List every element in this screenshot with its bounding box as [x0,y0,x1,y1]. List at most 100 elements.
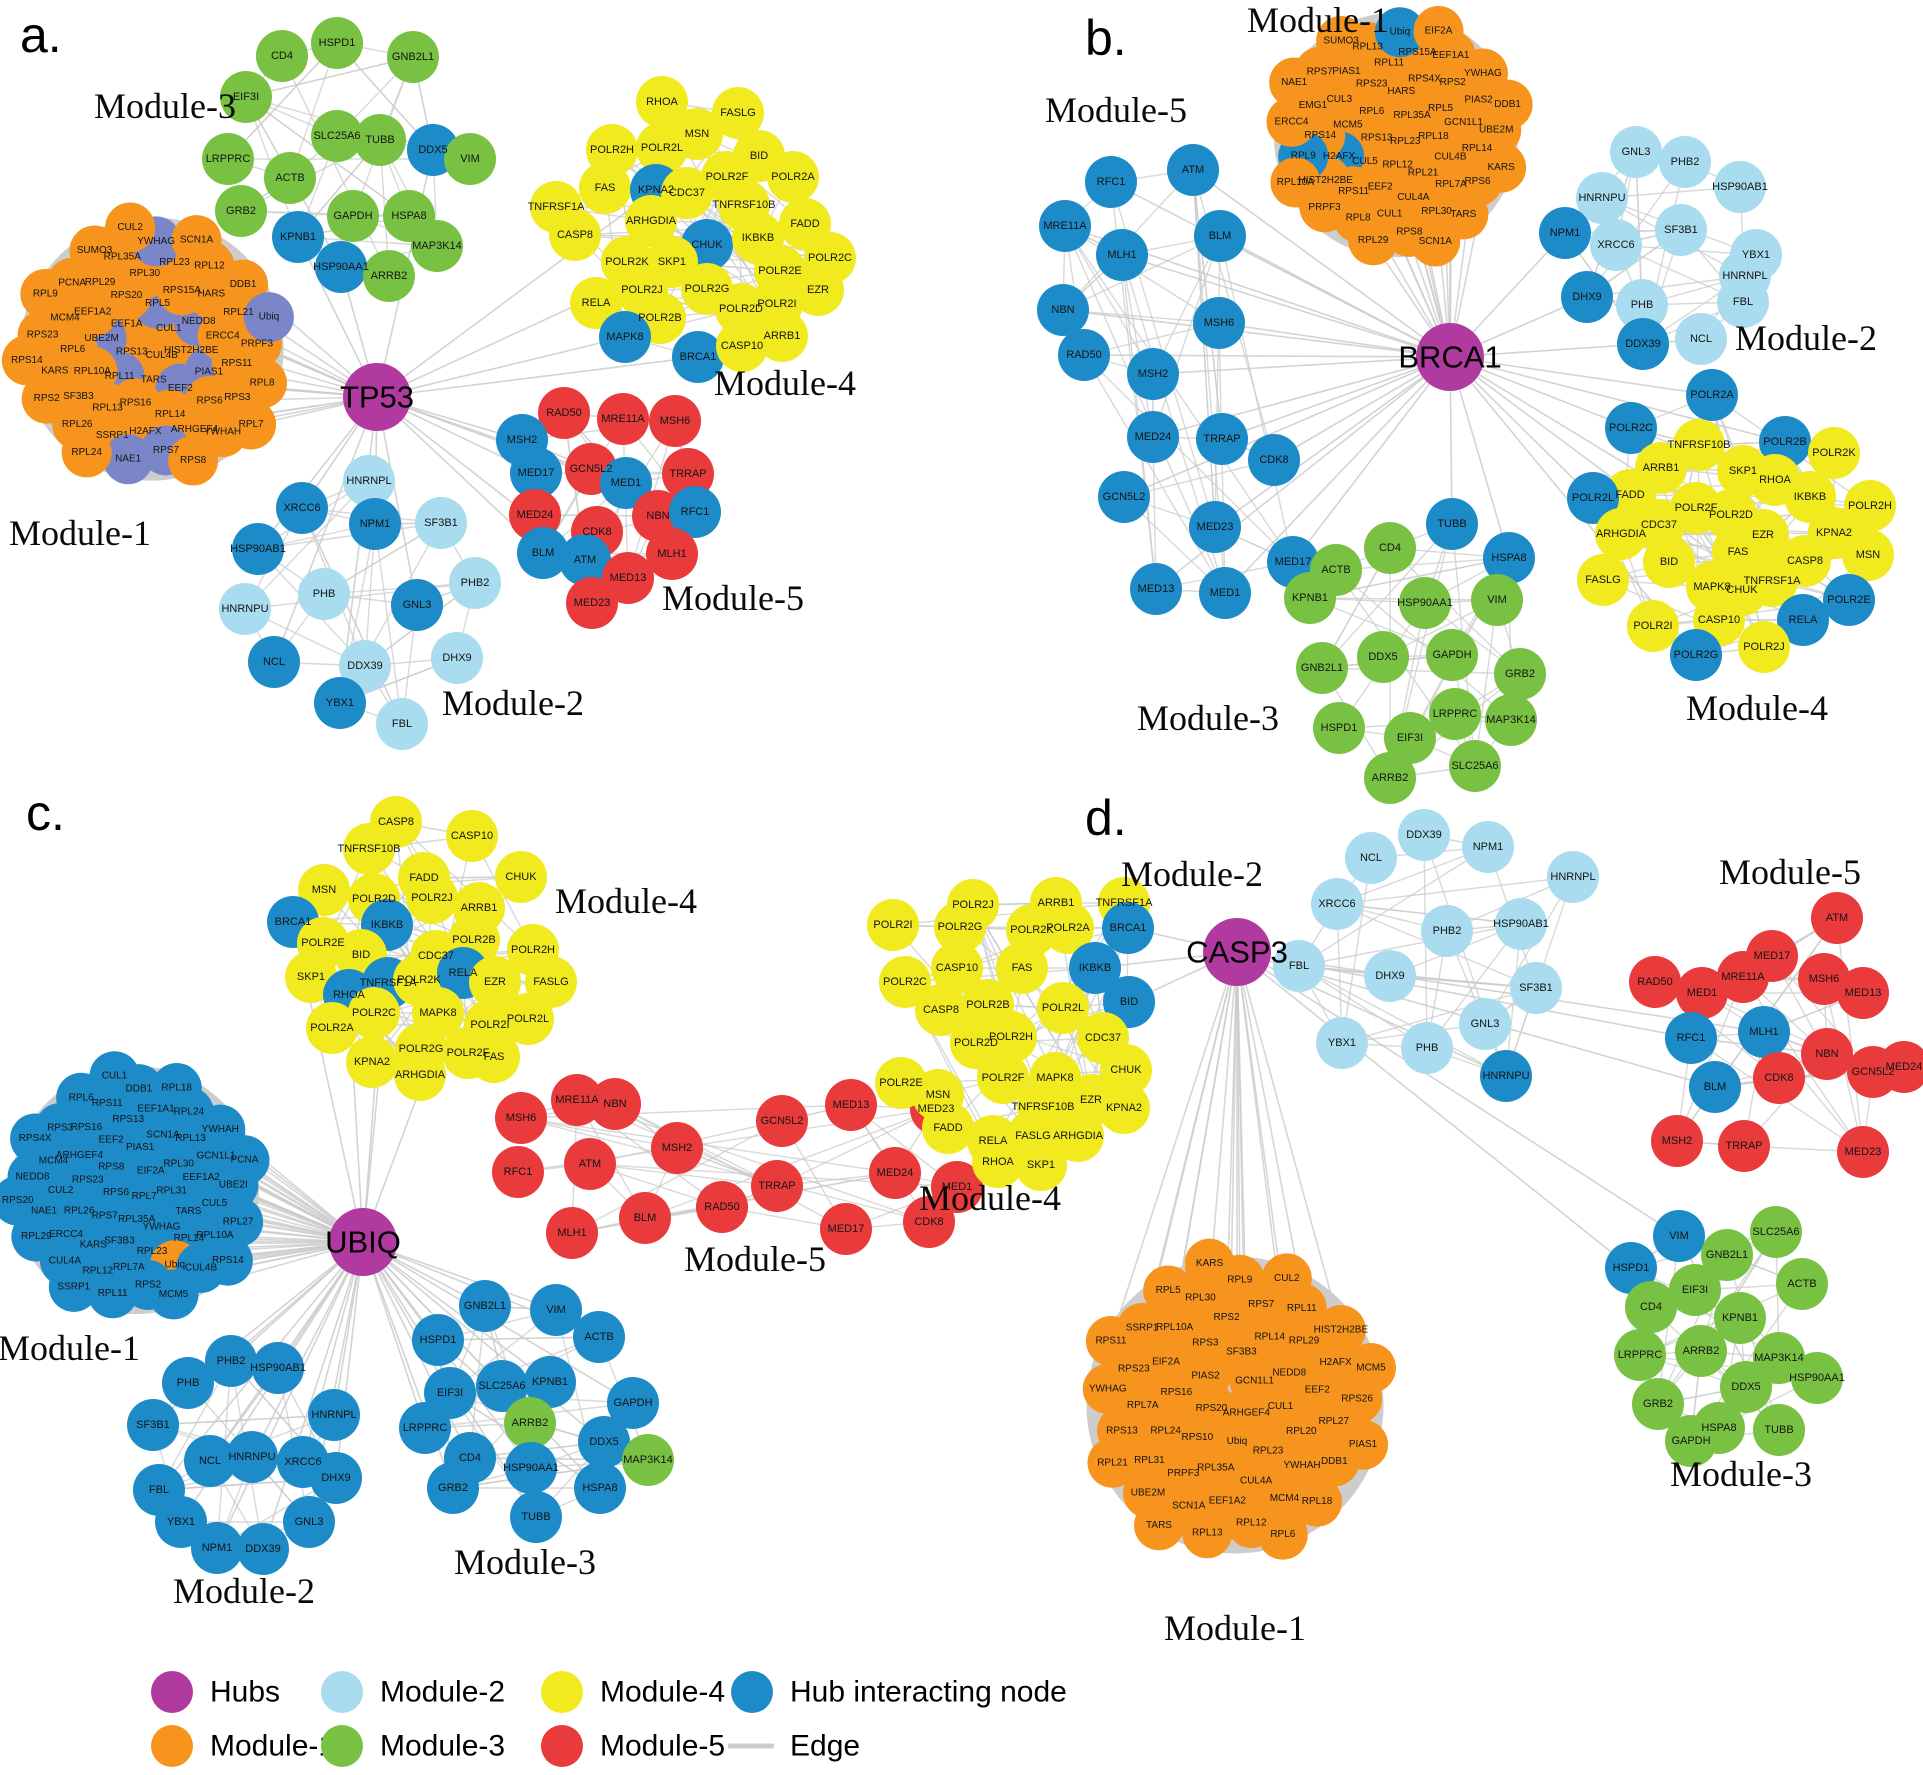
node-RPL18[interactable] [151,1063,202,1114]
node-DHX9[interactable] [1364,950,1416,1002]
node-HSP90AA1[interactable] [315,241,367,293]
node-FAS[interactable] [579,162,631,214]
node-IKBKB[interactable] [1069,942,1121,994]
node-KPNB1[interactable] [524,1356,576,1408]
node-CD4[interactable] [1625,1281,1677,1333]
node-POLR2L[interactable] [1037,982,1089,1034]
node-DDB1[interactable] [1482,79,1533,130]
node-MED17[interactable] [510,447,562,499]
node-EIF3I[interactable] [1669,1264,1721,1316]
node-BLM[interactable] [619,1192,671,1244]
node-HNRNPL[interactable] [1547,851,1599,903]
node-GNL3[interactable] [391,579,443,631]
node-RPS8[interactable] [168,435,219,486]
node-FASLG[interactable] [1577,554,1629,606]
node-TNFRSF10B[interactable] [1673,419,1725,471]
node-LRPPRC[interactable] [202,133,254,185]
node-NPM1[interactable] [1539,207,1591,259]
node-POLR2E[interactable] [1823,574,1875,626]
node-PIAS1[interactable] [1338,1419,1389,1470]
node-CDK8[interactable] [903,1196,955,1248]
node-YBX1[interactable] [155,1496,207,1548]
node-PHB2[interactable] [1659,136,1711,188]
node-TRRAP[interactable] [1718,1120,1770,1172]
node-MLH1[interactable] [546,1207,598,1259]
node-SLC25A6[interactable] [311,110,363,162]
node-GRB2[interactable] [215,185,267,237]
node-VIM[interactable] [530,1284,582,1336]
node-SCN1A[interactable] [1410,216,1461,267]
node-XRCC6[interactable] [276,482,328,534]
node-SSRP1[interactable] [48,1261,99,1312]
node-RPL10A[interactable] [1270,157,1321,208]
node-MSH2[interactable] [651,1122,703,1174]
node-ARRB1[interactable] [756,310,808,362]
node-MSH2[interactable] [1651,1115,1703,1167]
node-MSH6[interactable] [649,395,701,447]
node-HSP90AA1[interactable] [1399,577,1451,629]
node-MED24[interactable] [1127,411,1179,463]
node-SUMO3[interactable] [1316,15,1367,66]
node-TNFRSF1A[interactable] [1746,555,1798,607]
node-EZR[interactable] [792,264,844,316]
node-BRCA1[interactable] [672,331,724,383]
node-MED1[interactable] [1199,567,1251,619]
node-GNB2L1[interactable] [1296,642,1348,694]
node-DDX5[interactable] [578,1416,630,1468]
node-MAP3K14[interactable] [411,220,463,272]
node-RPL24[interactable] [61,427,112,478]
node-GAPDH[interactable] [327,190,379,242]
node-ATM[interactable] [559,534,611,586]
node-RPL5[interactable] [1143,1265,1194,1316]
node-ARRB2[interactable] [363,250,415,302]
node-RPL18[interactable] [1292,1476,1343,1527]
node-GAPDH[interactable] [1665,1415,1717,1467]
node-KARS[interactable] [1476,142,1527,193]
node-BLM[interactable] [1194,210,1246,262]
node-HNRNPU[interactable] [1576,172,1628,224]
node-RHOA[interactable] [636,76,688,128]
node-NCL[interactable] [248,636,300,688]
node-VIM[interactable] [1471,574,1523,626]
node-NBN[interactable] [589,1078,641,1130]
node-MED13[interactable] [1837,967,1889,1019]
node-MSH6[interactable] [1798,953,1850,1005]
node-MED24[interactable] [1878,1041,1923,1093]
node-DDX39[interactable] [1617,318,1669,370]
node-NPM1[interactable] [191,1522,243,1574]
node-PHB2[interactable] [449,557,501,609]
node-DHX9[interactable] [431,632,483,684]
node-CASP10[interactable] [931,942,983,994]
node-GNB2L1[interactable] [387,31,439,83]
node-DDX39[interactable] [339,640,391,692]
node-ARRB2[interactable] [1364,752,1416,804]
node-LRPPRC[interactable] [1429,688,1481,740]
node-POLR2D[interactable] [950,1017,1002,1069]
node-RPS20[interactable] [0,1175,43,1226]
node-ATM[interactable] [1167,144,1219,196]
node-HNRNPL[interactable] [343,455,395,507]
node-KPNA2[interactable] [1098,1082,1150,1134]
node-FBL[interactable] [1717,276,1769,328]
node-MRE11A[interactable] [597,393,649,445]
node-PHB[interactable] [298,568,350,620]
node-CD4[interactable] [1364,522,1416,574]
node-MED1[interactable] [600,457,652,509]
node-RFC1[interactable] [1085,156,1137,208]
node-POLR2D[interactable] [715,283,767,335]
hub-node-TP53[interactable] [343,363,411,431]
hub-node-UBIQ[interactable] [329,1208,397,1276]
node-CASP8[interactable] [549,209,601,261]
node-PHB[interactable] [1401,1022,1453,1074]
node-GNL3[interactable] [1610,126,1662,178]
node-FAS[interactable] [996,942,1048,994]
node-VIM[interactable] [1653,1210,1705,1262]
node-SLC25A6[interactable] [1449,740,1501,792]
node-ACTB[interactable] [264,152,316,204]
node-BLM[interactable] [1689,1061,1741,1113]
node-DHX9[interactable] [1561,271,1613,323]
node-RPL29[interactable] [1348,215,1399,266]
node-MED1[interactable] [931,1161,983,1213]
node-GAPDH[interactable] [607,1377,659,1429]
node-RPL9[interactable] [20,269,71,320]
